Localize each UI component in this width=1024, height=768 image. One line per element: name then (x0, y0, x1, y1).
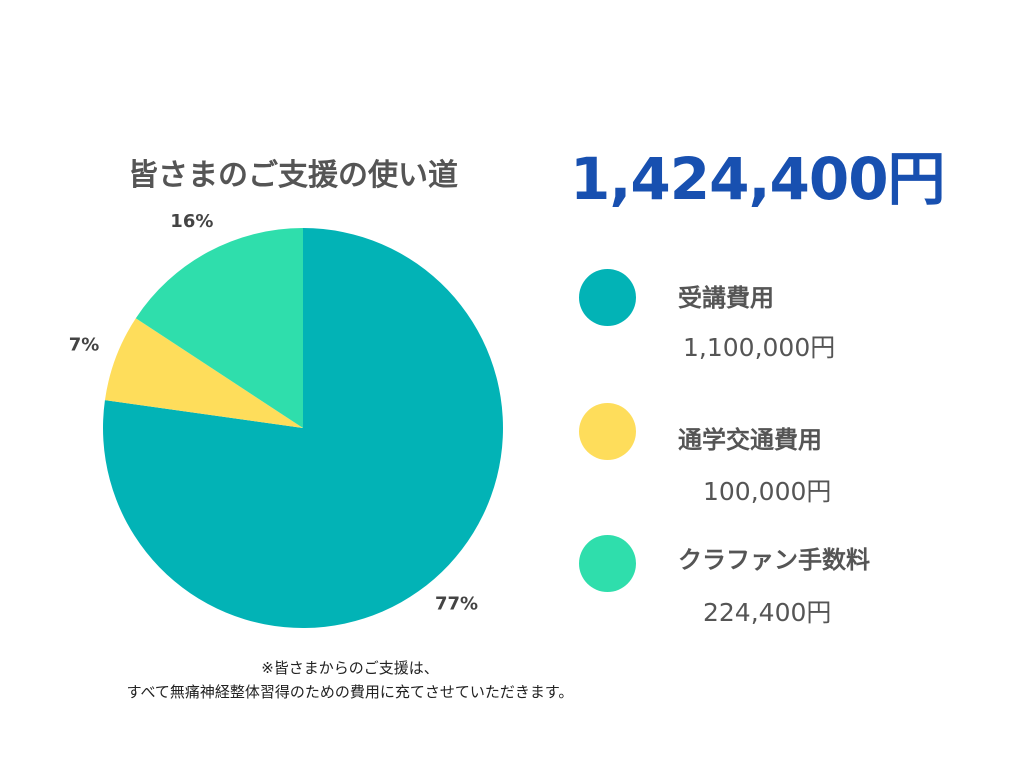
pie-slice-tuition (102, 228, 503, 629)
pie-label-fee: 16% (170, 211, 213, 232)
legend-dot-tuition (579, 269, 636, 326)
legend-name-tuition: 受講費用 (678, 284, 774, 312)
legend-name-fee: クラファン手数料 (678, 546, 870, 574)
footnote-line-1: ※皆さまからのご支援は、 (261, 659, 439, 677)
legend-dot-fee (579, 535, 636, 592)
legend-dot-commute (579, 403, 636, 460)
legend-name-commute: 通学交通費用 (678, 426, 822, 454)
total-amount: 1,424,400円 (570, 145, 946, 213)
legend-amount-commute: 100,000円 (703, 477, 832, 506)
pie-label-tuition: 77% (435, 594, 478, 615)
legend-amount-fee: 224,400円 (703, 598, 832, 627)
legend-amount-tuition: 1,100,000円 (683, 333, 836, 362)
pie-label-commute: 7% (69, 334, 100, 355)
footnote-line-2: すべて無痛神経整体習得のための費用に充てさせていただきます。 (126, 683, 574, 701)
pie-slice-commute (104, 318, 303, 428)
chart-title: 皆さまのご支援の使い道 (128, 158, 458, 193)
pie-slice-fee (135, 228, 303, 428)
